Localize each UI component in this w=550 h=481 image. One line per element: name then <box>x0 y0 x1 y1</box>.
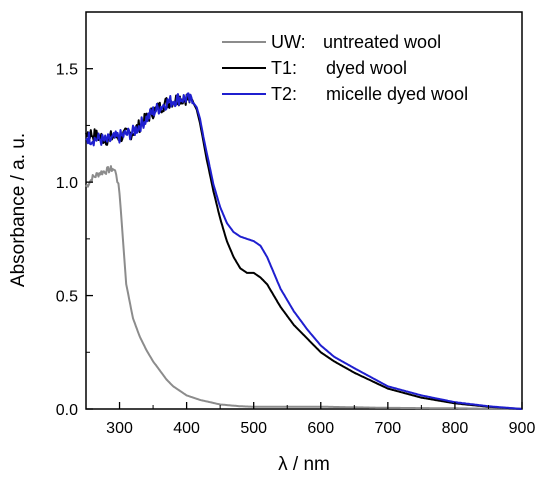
legend-description: dyed wool <box>326 58 407 78</box>
legend-label: T2: <box>271 84 297 104</box>
legend-label: UW: <box>271 32 306 52</box>
series-line-uw <box>85 165 522 410</box>
y-tick-label: 1.0 <box>56 175 78 192</box>
x-tick-label: 600 <box>307 420 334 437</box>
x-axis-title: λ / nm <box>278 454 330 475</box>
x-tick-label: 900 <box>509 420 536 437</box>
legend: UW: untreated wool T1: dyed wool T2: micelle … <box>222 32 468 104</box>
series-line-t1 <box>85 93 523 410</box>
y-tick-label: 0.5 <box>56 289 78 306</box>
y-axis-title: Absorbance / a. u. <box>8 133 29 287</box>
legend-description: micelle dyed wool <box>326 84 468 104</box>
legend-label: T1: <box>271 58 297 78</box>
ticks-layer: 300 400 500 600 700 800 900 0.0 0.5 1.0 1.5 <box>56 62 536 437</box>
x-tick-label: 700 <box>374 420 401 437</box>
x-tick-label: 400 <box>173 420 200 437</box>
y-tick-label: 1.5 <box>56 62 78 79</box>
series-line-t2 <box>85 92 523 410</box>
legend-description: untreated wool <box>323 32 441 52</box>
y-tick-label: 0.0 <box>56 402 78 419</box>
x-tick-label: 300 <box>106 420 133 437</box>
x-tick-label: 500 <box>240 420 267 437</box>
x-tick-label: 800 <box>442 420 469 437</box>
series-layer <box>85 92 523 410</box>
plot-frame <box>85 11 523 410</box>
